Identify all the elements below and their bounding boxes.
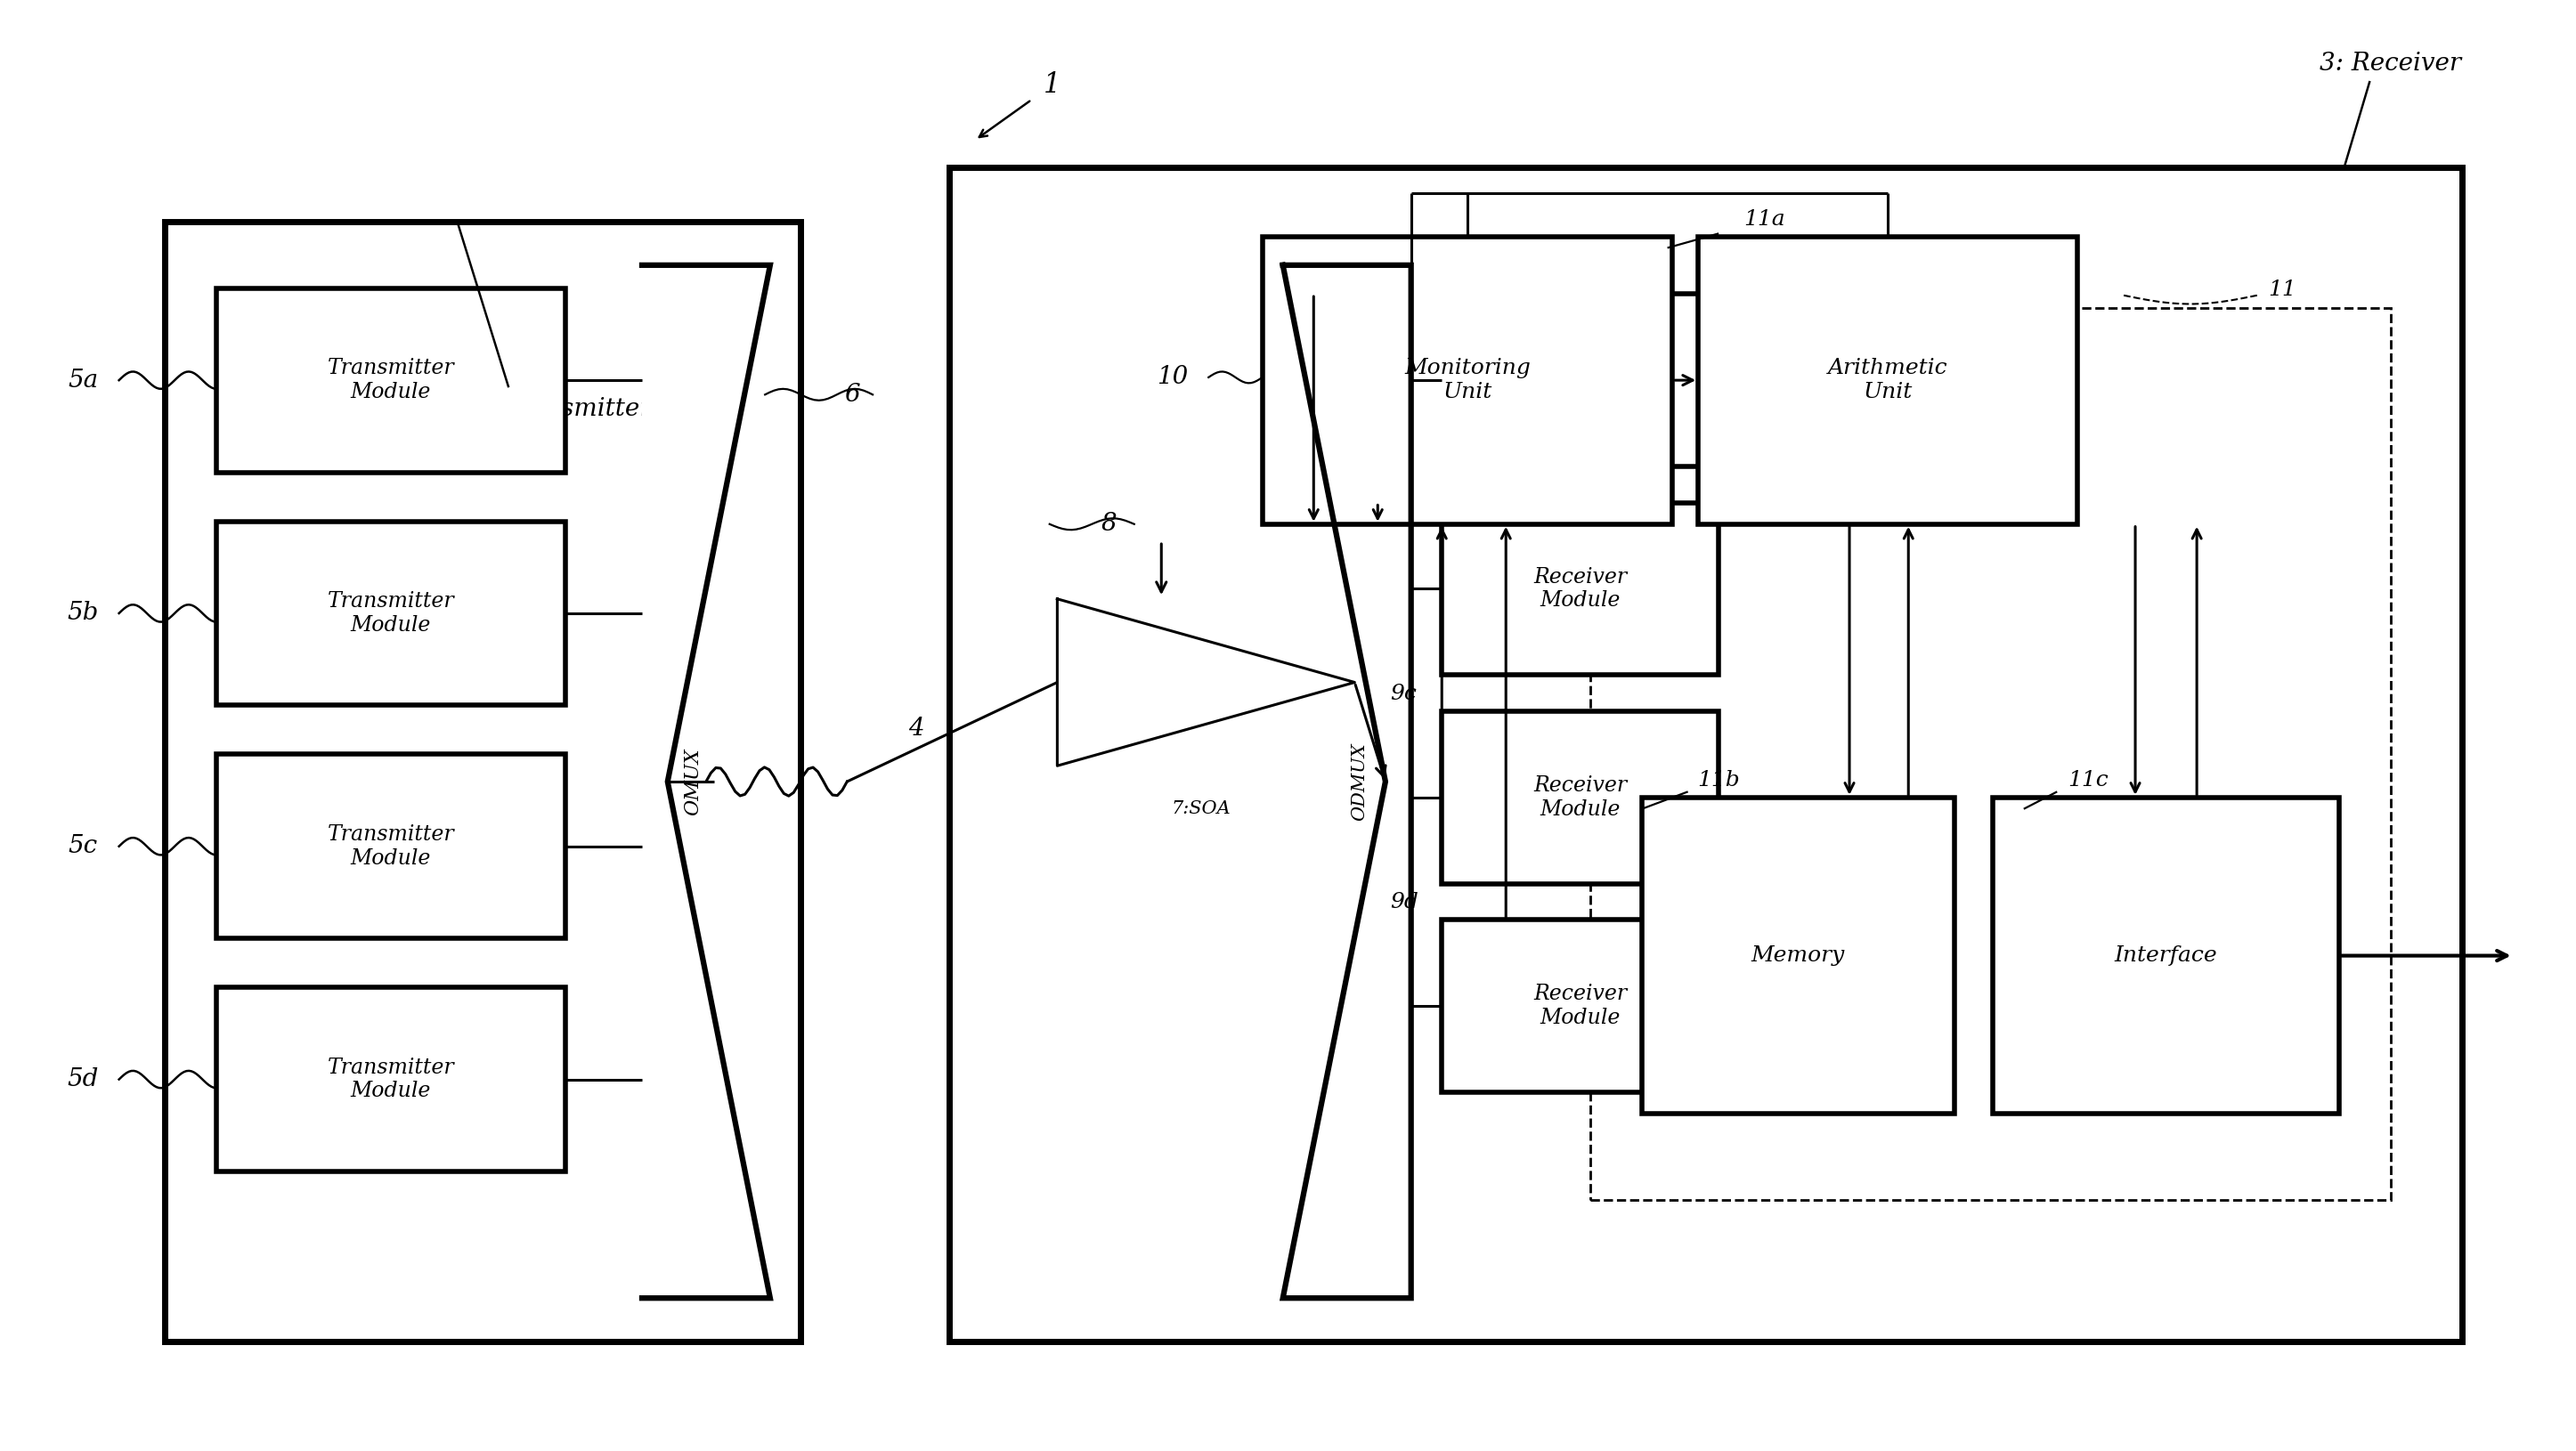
Bar — [1443, 295, 1718, 467]
Text: 5b: 5b — [67, 601, 98, 625]
Text: Receiver
Module: Receiver Module — [1533, 358, 1628, 402]
Text: Arithmetic
Unit: Arithmetic Unit — [1829, 358, 1947, 402]
Text: 1: 1 — [1043, 71, 1061, 99]
Text: 11b: 11b — [1698, 770, 1739, 791]
Bar — [1443, 502, 1718, 675]
Text: ODMUX: ODMUX — [1352, 743, 1368, 821]
Text: OMUX: OMUX — [683, 747, 703, 815]
Polygon shape — [1283, 266, 1412, 1299]
Text: 11: 11 — [2269, 280, 2298, 300]
Text: 8: 8 — [1100, 512, 1115, 535]
Text: 2:Transmitter: 2:Transmitter — [479, 398, 652, 421]
Bar — [1589, 308, 2391, 1200]
Text: Interface: Interface — [2115, 946, 2218, 966]
Text: Transmitter
Module: Transmitter Module — [327, 824, 453, 868]
Text: Receiver
Module: Receiver Module — [1533, 775, 1628, 820]
Text: 11c: 11c — [2069, 770, 2107, 791]
Text: 6: 6 — [845, 383, 860, 406]
Bar — [1698, 237, 2079, 524]
Text: 9d: 9d — [1391, 892, 1419, 913]
Text: Transmitter
Module: Transmitter Module — [327, 358, 453, 402]
Bar — [1994, 798, 2339, 1114]
Text: Memory: Memory — [1752, 946, 1844, 966]
Bar — [165, 222, 801, 1341]
Text: 5d: 5d — [67, 1068, 98, 1091]
Text: 9c: 9c — [1391, 683, 1417, 704]
Bar — [1262, 237, 1672, 524]
Text: 7:SOA: 7:SOA — [1172, 801, 1231, 817]
Bar — [216, 289, 564, 472]
Text: 5c: 5c — [70, 834, 98, 859]
Text: 3: Receiver: 3: Receiver — [2318, 52, 2460, 75]
Bar — [216, 755, 564, 939]
Text: 9b: 9b — [1391, 474, 1419, 495]
Bar — [951, 167, 2463, 1341]
Polygon shape — [1056, 599, 1355, 766]
Text: 9a: 9a — [1391, 267, 1417, 287]
Bar — [1641, 798, 1955, 1114]
Text: Transmitter
Module: Transmitter Module — [327, 1058, 453, 1101]
Bar — [1443, 920, 1718, 1093]
Text: Monitoring
Unit: Monitoring Unit — [1404, 358, 1530, 402]
Bar — [1443, 711, 1718, 884]
Text: Receiver
Module: Receiver Module — [1533, 567, 1628, 611]
Text: 10: 10 — [1157, 366, 1188, 389]
Text: Receiver
Module: Receiver Module — [1533, 984, 1628, 1029]
Text: Transmitter
Module: Transmitter Module — [327, 591, 453, 636]
Text: 5a: 5a — [67, 369, 98, 392]
Polygon shape — [641, 266, 770, 1299]
Text: 11a: 11a — [1744, 209, 1785, 229]
Bar — [216, 987, 564, 1171]
Text: 4: 4 — [909, 717, 925, 740]
Bar — [216, 521, 564, 705]
